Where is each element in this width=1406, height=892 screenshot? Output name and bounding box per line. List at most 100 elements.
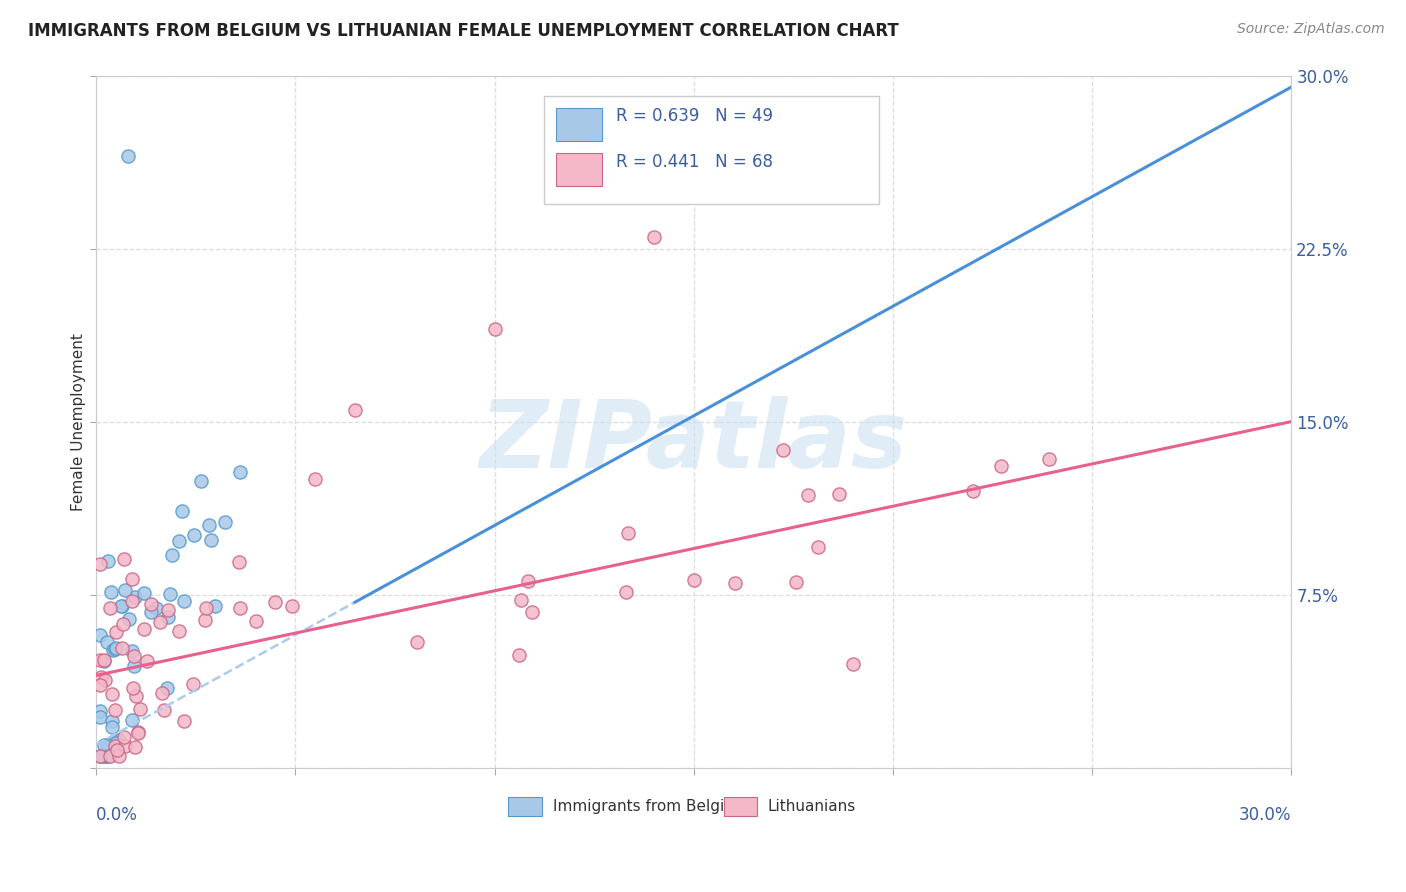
Bar xyxy=(724,797,756,816)
Point xyxy=(103,643,125,657)
Point xyxy=(183,677,205,691)
Point xyxy=(990,458,1012,473)
Point xyxy=(117,149,139,163)
Point xyxy=(89,749,111,764)
Point xyxy=(107,742,129,756)
Point xyxy=(135,654,157,668)
Point xyxy=(1038,451,1060,466)
Point xyxy=(122,658,145,673)
Point xyxy=(100,687,122,701)
Point xyxy=(98,601,121,615)
Text: ZIPatlas: ZIPatlas xyxy=(479,396,908,489)
Point xyxy=(105,625,128,640)
Point xyxy=(121,713,143,727)
Point xyxy=(195,601,218,615)
Bar xyxy=(557,108,602,141)
Point xyxy=(105,641,128,656)
Point xyxy=(149,615,172,629)
Point xyxy=(167,534,190,549)
Point xyxy=(104,736,127,750)
Text: 30.0%: 30.0% xyxy=(1239,805,1291,824)
Point xyxy=(156,603,179,617)
Point xyxy=(97,554,120,568)
Point xyxy=(522,605,544,619)
Point xyxy=(962,483,984,498)
Point xyxy=(344,403,367,417)
Point xyxy=(93,673,115,688)
Point xyxy=(100,749,122,764)
Point xyxy=(89,628,111,642)
Point xyxy=(228,555,250,569)
Point xyxy=(125,689,148,703)
Point xyxy=(104,641,127,656)
Point xyxy=(124,590,146,604)
Point xyxy=(134,585,156,599)
Point xyxy=(167,624,190,639)
Point xyxy=(114,583,136,598)
Text: 0.0%: 0.0% xyxy=(96,805,138,824)
Point xyxy=(89,558,111,572)
Point xyxy=(281,599,304,613)
Point xyxy=(127,726,149,740)
Point xyxy=(89,749,111,764)
Point xyxy=(112,616,135,631)
Point xyxy=(101,720,124,734)
Point xyxy=(245,614,267,628)
Point xyxy=(104,703,127,717)
Point xyxy=(129,701,152,715)
Point xyxy=(121,594,143,608)
Point xyxy=(510,592,533,607)
Point xyxy=(173,594,195,608)
Text: Source: ZipAtlas.com: Source: ZipAtlas.com xyxy=(1237,22,1385,37)
Point xyxy=(111,640,134,655)
Point xyxy=(157,610,180,624)
Point xyxy=(90,749,112,764)
Bar xyxy=(544,96,879,203)
Point xyxy=(304,472,326,486)
Point xyxy=(807,541,830,555)
Point xyxy=(121,644,143,658)
Point xyxy=(121,572,143,586)
Point xyxy=(122,648,145,663)
Bar xyxy=(557,153,602,186)
Point xyxy=(121,681,143,695)
Point xyxy=(94,749,117,764)
Point xyxy=(104,735,127,749)
Point xyxy=(200,533,222,547)
Point xyxy=(214,515,236,529)
Point xyxy=(229,465,252,479)
Point xyxy=(145,600,167,615)
Point xyxy=(517,574,540,588)
Point xyxy=(112,552,135,566)
Bar xyxy=(509,797,541,816)
Text: R = 0.639   N = 49: R = 0.639 N = 49 xyxy=(616,107,773,125)
Point xyxy=(100,714,122,729)
Point xyxy=(89,653,111,667)
Point xyxy=(204,599,226,613)
Point xyxy=(797,488,820,502)
Text: Immigrants from Belgium: Immigrants from Belgium xyxy=(553,799,748,814)
Point xyxy=(96,749,118,764)
Point xyxy=(104,739,127,754)
Point xyxy=(617,526,640,541)
Point xyxy=(264,595,287,609)
Point xyxy=(93,655,115,669)
Point xyxy=(111,599,134,613)
Point xyxy=(89,704,111,718)
Point xyxy=(139,597,162,611)
Point xyxy=(828,487,851,501)
Point xyxy=(89,678,111,692)
Point xyxy=(89,710,111,724)
Point xyxy=(198,518,221,533)
Point xyxy=(97,749,120,764)
Point xyxy=(132,622,155,636)
Point xyxy=(108,733,131,747)
Point xyxy=(93,653,115,667)
Point xyxy=(173,714,195,728)
Point xyxy=(785,575,807,590)
Point xyxy=(93,738,115,752)
Point xyxy=(406,635,429,649)
Point xyxy=(124,740,146,755)
Text: R = 0.441   N = 68: R = 0.441 N = 68 xyxy=(616,153,773,171)
Text: Lithuanians: Lithuanians xyxy=(768,799,856,814)
